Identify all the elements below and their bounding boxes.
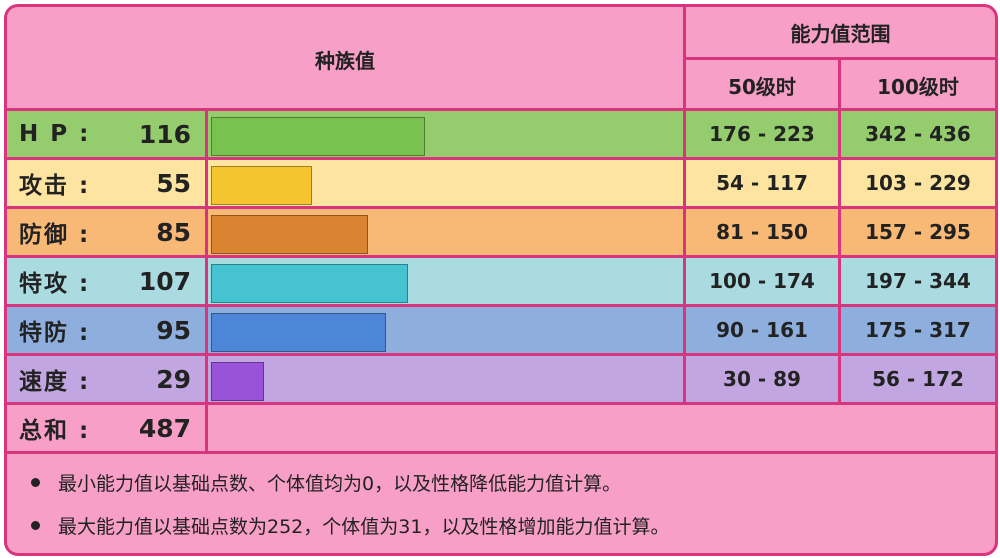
total-label: 总和 : [19,418,91,444]
total-row: 总和 : 487 [7,405,995,451]
stat-range-lv100: 103 - 229 [865,171,971,195]
stat-value: 55 [156,168,191,198]
stat-range-lv100: 175 - 317 [865,318,971,342]
stat-name: 速度 : [19,369,91,395]
stat-range-lv100: 197 - 344 [865,269,971,293]
stat-value: 85 [156,217,191,247]
stat-range-lv50: 81 - 150 [716,220,808,244]
stat-bar [211,166,312,205]
stat-name: 攻击 : [19,173,91,199]
total-value: 487 [138,413,191,443]
level50-header: 50级时 [728,75,796,99]
stat-bar [211,362,264,401]
stat-row: 特防 : 95 90 - 161 175 - 317 [7,307,995,353]
stat-range-lv50: 90 - 161 [716,318,808,342]
note-max-text: 最大能力值以基础点数为252，个体值为31，以及性格增加能力值计算。 [58,515,670,538]
stat-name: 防御 : [19,222,91,248]
stat-value: 29 [156,364,191,394]
level100-header: 100级时 [877,75,959,99]
stat-bar [211,264,408,303]
stat-name: 特攻 : [19,271,91,297]
stat-range-lv50: 176 - 223 [709,122,815,146]
stat-name: H P : [19,121,91,147]
stat-range-lv50: 100 - 174 [709,269,815,293]
bullet-icon [31,520,40,530]
stat-range-lv100: 56 - 172 [872,367,964,391]
stat-range-lv50: 54 - 117 [716,171,808,195]
stat-range-lv100: 342 - 436 [865,122,971,146]
stat-bar [211,215,368,254]
stat-name: 特防 : [19,320,91,346]
stat-range-lv100: 157 - 295 [865,220,971,244]
stat-row: 防御 : 85 81 - 150 157 - 295 [7,209,995,255]
note-min-text: 最小能力值以基础点数、个体值均为0，以及性格降低能力值计算。 [58,472,622,495]
stat-range-header: 能力值范围 [790,21,891,46]
base-stats-header: 种族值 [315,48,375,73]
stat-row: H P : 116 176 - 223 342 - 436 [7,111,995,157]
note-max: 最大能力值以基础点数为252，个体值为31，以及性格增加能力值计算。 [31,510,669,540]
stat-range-lv50: 30 - 89 [723,367,801,391]
bullet-icon [31,477,40,487]
stat-value: 95 [156,315,191,345]
stat-value: 116 [138,119,191,149]
stats-table: 种族值 能力值范围 50级时 100级时 H P : 116 176 - 223 34… [4,4,998,556]
note-min: 最小能力值以基础点数、个体值均为0，以及性格降低能力值计算。 [31,467,621,497]
stat-bar [211,117,425,156]
stat-bar [211,313,386,352]
stat-value: 107 [138,266,191,296]
stat-row: 攻击 : 55 54 - 117 103 - 229 [7,160,995,206]
stat-row: 速度 : 29 30 - 89 56 - 172 [7,356,995,402]
stat-row: 特攻 : 107 100 - 174 197 - 344 [7,258,995,304]
header-row: 种族值 能力值范围 50级时 100级时 [7,7,995,111]
